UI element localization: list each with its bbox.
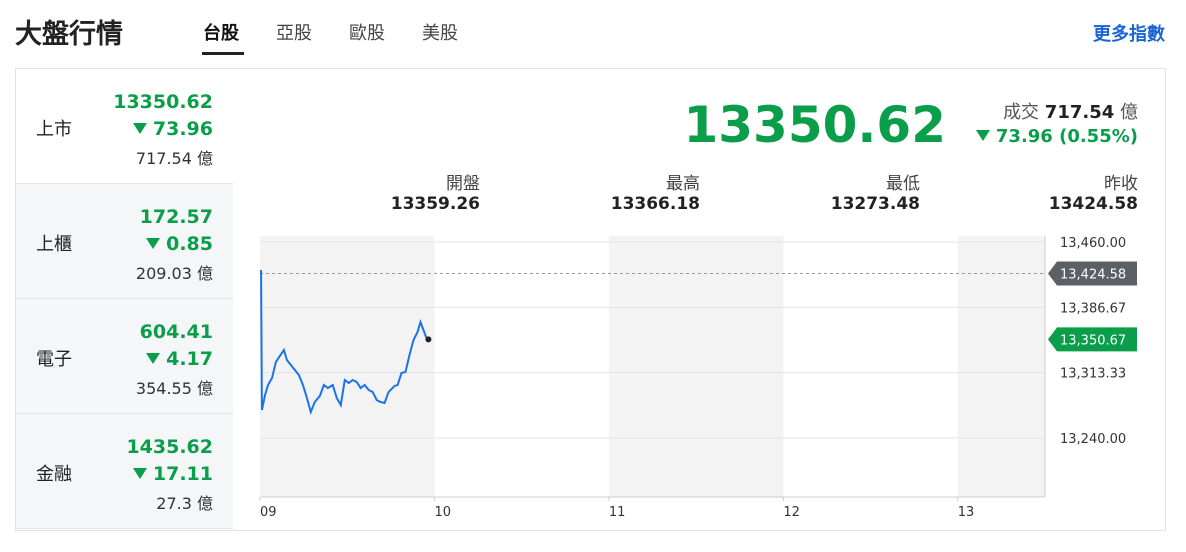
x-tick-label: 10 [434,505,451,520]
market-change-value: 73.96 [152,118,213,140]
stat-value: 13424.58 [1048,194,1138,214]
price-line [260,269,428,416]
turnover-unit: 億 [1120,102,1138,123]
current-label: 13,350.67 [1060,333,1126,348]
market-price: 172.57 [139,206,213,228]
more-link[interactable]: 更多指數 [1093,24,1165,45]
turnover-value: 717.54 [1044,102,1115,123]
y-tick-label: 13,386.67 [1060,301,1126,316]
y-tick-label: 13,313.33 [1060,367,1126,382]
market-change: 0.85 [146,233,213,255]
session-band [608,236,784,497]
market-change: 17.11 [132,463,213,485]
market-price: 13350.62 [113,91,213,113]
tab[interactable]: 美股 [422,23,458,44]
market-volume: 209.03 億 [135,264,213,283]
market-name: 金融 [36,464,72,485]
turnover: 成交 717.54 億 [1003,98,1138,124]
session-band [957,236,1045,497]
market-change-value: 0.85 [166,233,213,255]
prev-close-box [1048,261,1137,286]
page-title: 大盤行情 [15,19,123,50]
market-name: 上市 [36,119,72,140]
current-dot [425,336,432,343]
market-price: 1435.62 [126,436,213,458]
y-tick-label: 13,240.00 [1060,432,1126,447]
change: 73.96 (0.55%) [975,126,1138,147]
turnover-label: 成交 [1003,102,1040,123]
market-change-value: 4.17 [166,348,213,370]
change-value: 73.96 (0.55%) [995,126,1138,147]
market-row[interactable]: 上櫃 172.57 0.85 209.03 億 [16,184,233,299]
stat-label: 昨收 [1104,174,1138,194]
session-band [260,236,435,497]
market-row[interactable]: 金融 1435.62 17.11 27.3 億 [16,414,233,529]
market-volume: 717.54 億 [135,149,213,168]
market-row[interactable]: 電子 604.41 4.17 354.55 億 [16,299,233,414]
tab-underline [202,52,244,55]
market-change: 4.17 [146,348,213,370]
stat-value: 13366.18 [610,194,700,214]
current-box [1048,327,1137,352]
market-volume: 27.3 億 [156,494,213,513]
big-price: 13350.62 [683,96,946,154]
market-row[interactable]: 上市 13350.62 73.96 717.54 億 [16,69,233,184]
card [15,68,1166,531]
stat-value: 13359.26 [390,194,480,214]
x-tick-label: 11 [609,505,626,520]
y-tick-label: 13,460.00 [1060,236,1126,251]
tab[interactable]: 亞股 [276,23,312,44]
stat-label: 開盤 [446,174,480,194]
tab[interactable]: 台股 [203,23,239,44]
market-change-value: 17.11 [152,463,213,485]
x-tick-label: 09 [260,505,277,520]
market-name: 電子 [36,349,72,370]
stat-label: 最高 [666,174,700,194]
market-volume: 354.55 億 [135,379,213,398]
stat-value: 13273.48 [830,194,920,214]
x-tick-label: 12 [783,505,800,520]
stat-label: 最低 [886,174,920,194]
x-tick-label: 13 [958,505,975,520]
market-price: 604.41 [139,321,213,343]
tab[interactable]: 歐股 [349,23,385,44]
prev-close-label: 13,424.58 [1060,268,1126,283]
market-name: 上櫃 [36,234,72,255]
market-change: 73.96 [132,118,213,140]
